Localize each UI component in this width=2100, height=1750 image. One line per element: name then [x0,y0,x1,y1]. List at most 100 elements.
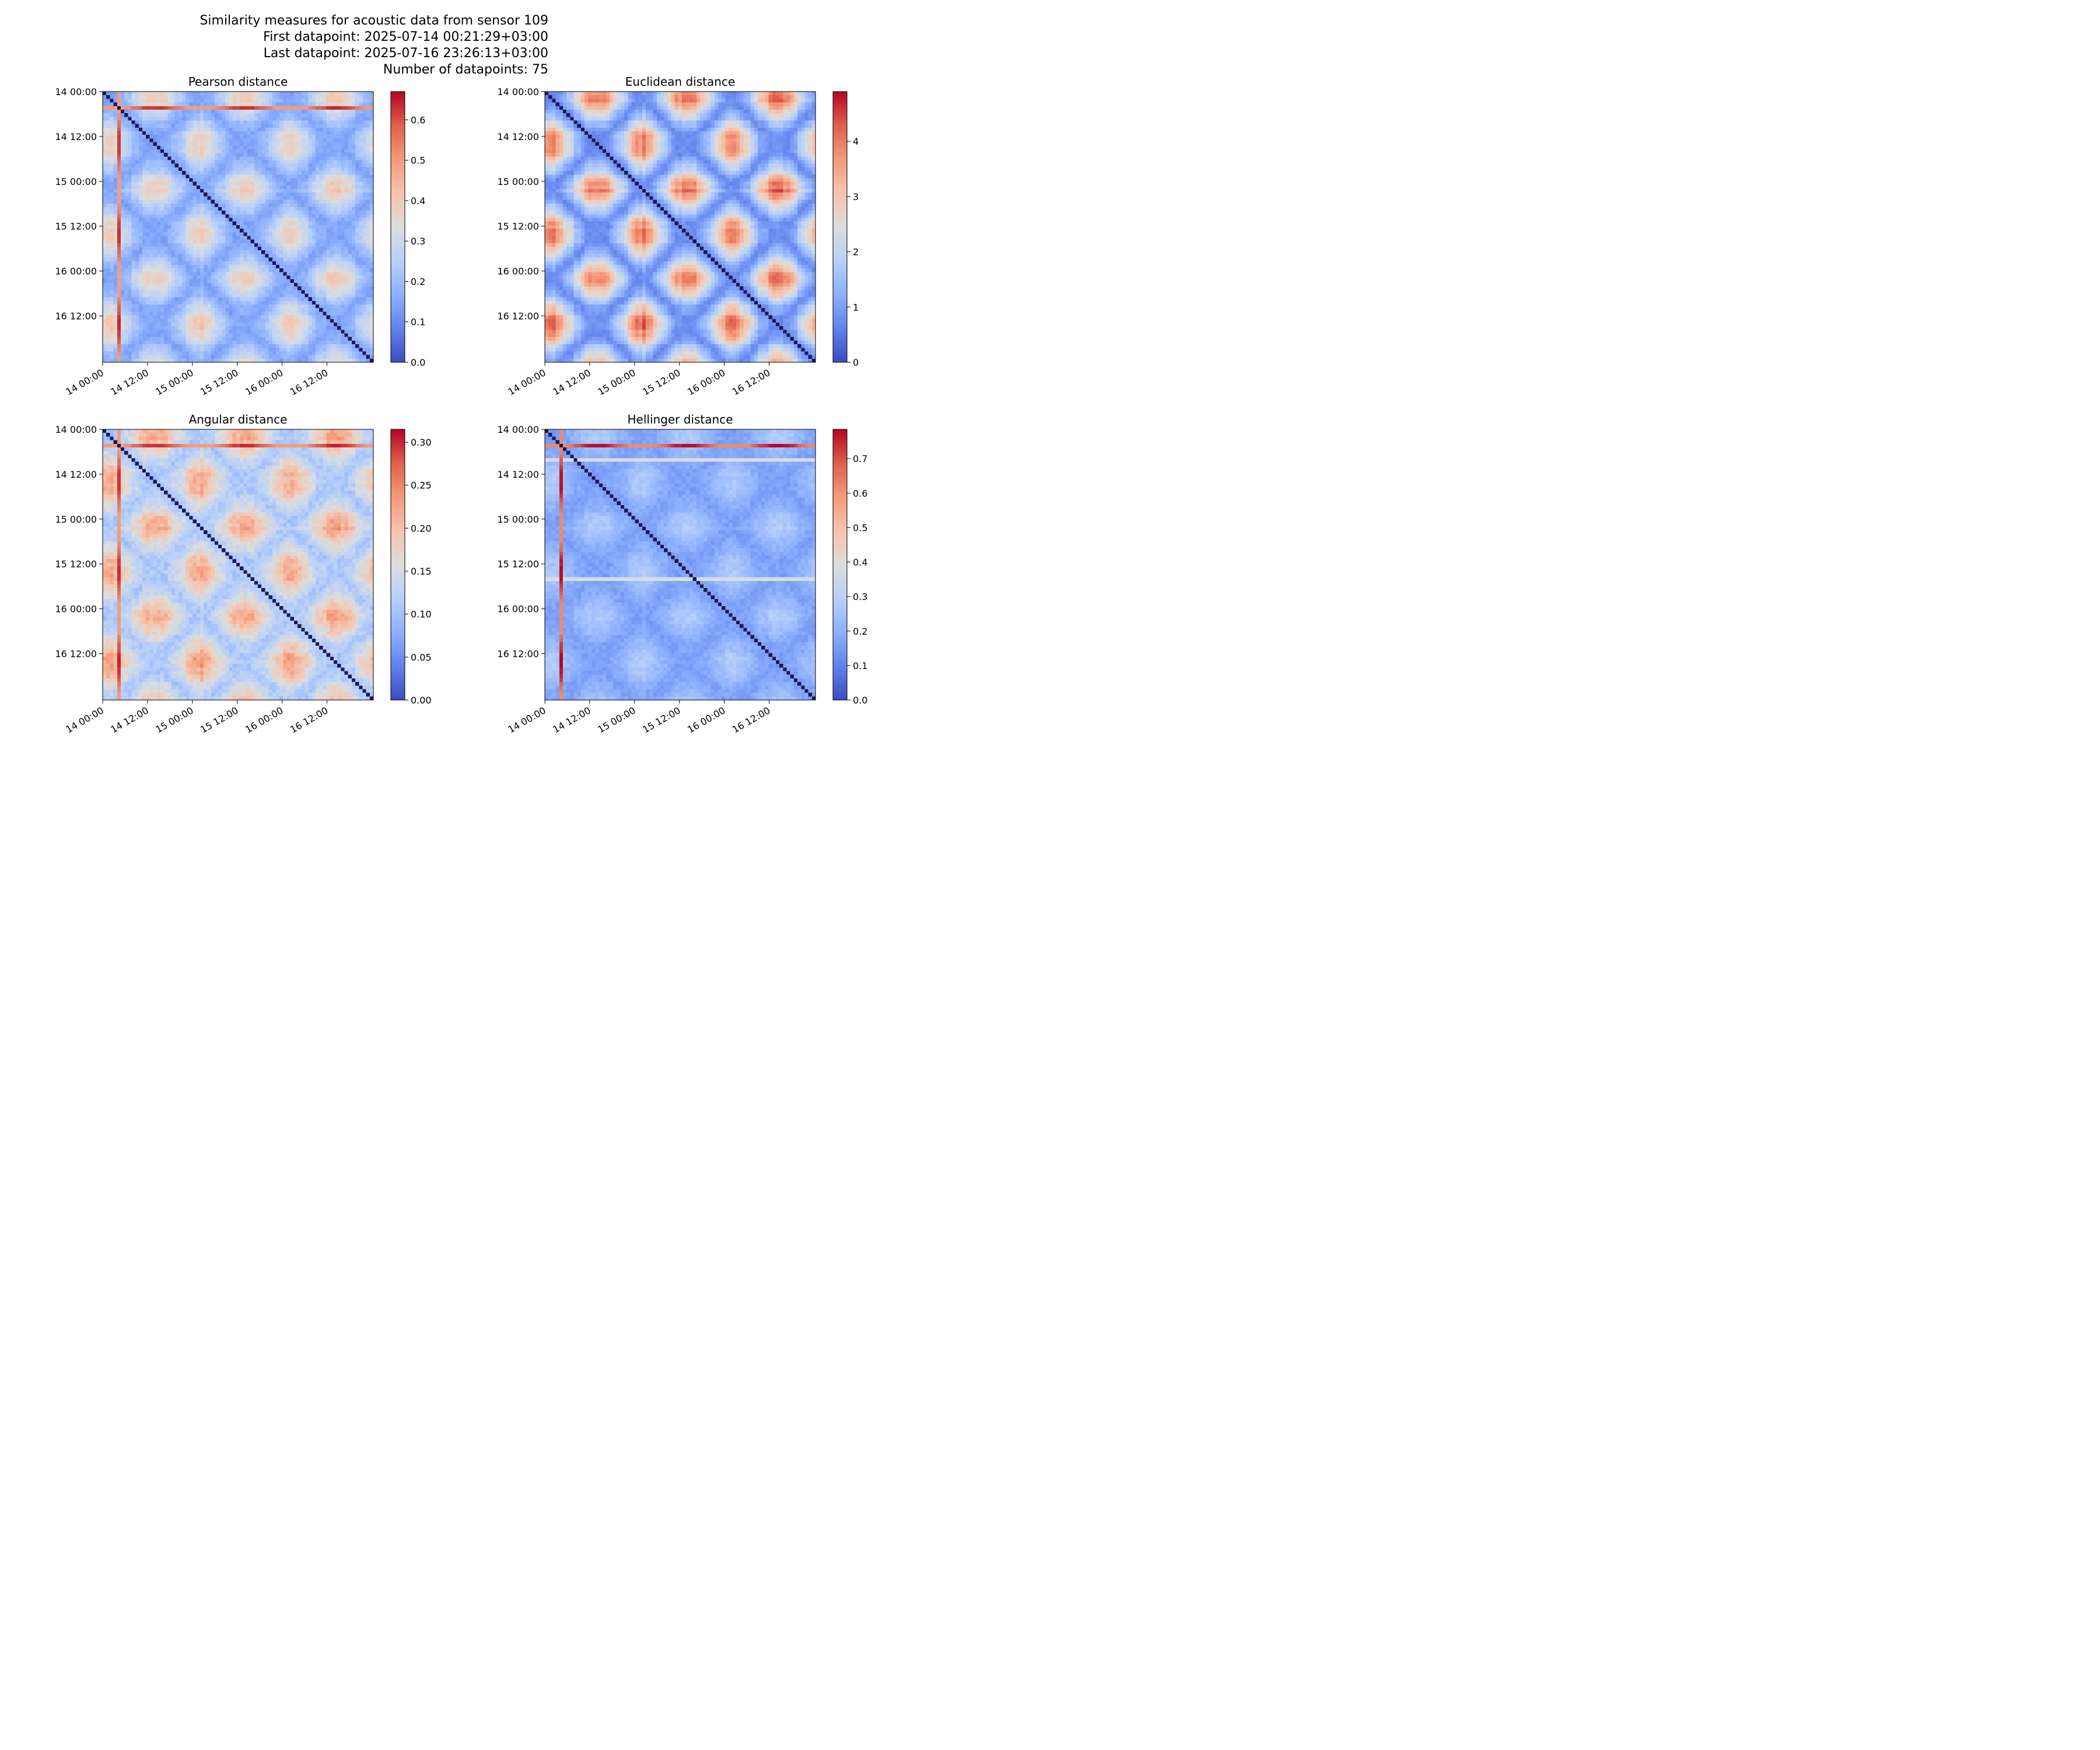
heatmap-cell [243,282,247,287]
heatmap-cell [261,290,265,294]
heatmap-cell [211,156,215,160]
heatmap-cell [103,192,107,197]
heatmap-cell [254,160,258,164]
heatmap-cell [254,99,258,103]
heatmap-cell [146,229,150,233]
heatmap-cell [117,257,121,262]
heatmap-cell [258,293,262,298]
heatmap-cell [366,99,370,103]
heatmap-cell [178,145,183,150]
heatmap-cell [131,142,136,146]
heatmap-cell [178,247,183,251]
heatmap-cell [189,206,194,211]
heatmap-cell [211,113,215,117]
heatmap-cell [279,167,284,172]
heatmap-cell [207,257,211,262]
heatmap-cell [265,218,269,222]
heatmap-cell [211,135,215,139]
heatmap-cell [265,214,269,218]
heatmap-cell [326,185,331,190]
heatmap-cell [290,124,295,128]
heatmap-cell [366,318,370,323]
heatmap-cell [236,330,240,334]
heatmap-cell [200,318,204,323]
heatmap-cell [164,185,168,190]
heatmap-cell [106,206,110,211]
heatmap-cell [207,138,211,143]
heatmap-cell [348,308,352,312]
heatmap-cell [200,275,204,280]
heatmap-cell [319,181,323,186]
heatmap-cell [142,156,146,160]
heatmap-cell [117,254,121,258]
heatmap-cell [113,257,118,262]
heatmap-cell [171,330,176,334]
heatmap-cell [156,264,161,269]
heatmap-cell [204,229,208,233]
heatmap-cell [214,225,219,229]
heatmap-cell [366,290,370,294]
heatmap-cell [218,149,222,153]
heatmap-cell [301,95,305,99]
heatmap-cell [236,171,240,175]
heatmap-cell [319,275,323,280]
heatmap-cell [333,221,338,226]
heatmap-cell [200,250,204,254]
heatmap-cell [369,99,374,103]
heatmap-cell [128,290,132,294]
heatmap-cell [204,109,208,114]
heatmap-cell [164,232,168,236]
heatmap-cell [131,178,136,183]
heatmap-cell [369,145,374,150]
heatmap-cell [250,250,255,254]
heatmap-cell [211,236,215,240]
heatmap-cell [204,261,208,265]
heatmap-cell [138,229,143,233]
heatmap-cell [182,124,186,128]
heatmap-cell [254,232,258,236]
heatmap-cell [196,318,201,323]
heatmap-cell [214,149,219,153]
heatmap-cell [103,181,107,186]
heatmap-cell [316,247,320,251]
heatmap-cell [240,264,244,269]
heatmap-cell [222,131,226,135]
heatmap-cell [153,149,158,153]
heatmap-cell [283,174,287,178]
heatmap-cell [247,250,251,254]
heatmap-cell [275,275,280,280]
heatmap-cell [308,221,313,226]
heatmap-cell [222,156,226,160]
heatmap-cell [182,254,186,258]
heatmap-cell [149,308,154,312]
heatmap-cell [146,109,150,114]
heatmap-cell [204,145,208,150]
heatmap-cell [218,113,222,117]
heatmap-cell [290,293,295,298]
heatmap-cell [319,117,323,121]
heatmap-cell [247,308,251,312]
heatmap-cell [304,308,309,312]
heatmap-cell [286,135,291,139]
heatmap-cell [359,178,363,183]
heatmap-cell [341,167,345,172]
heatmap-cell [196,127,201,132]
heatmap-cell [207,279,211,284]
heatmap-cell [366,214,370,218]
heatmap-cell [174,113,179,117]
heatmap-cell [293,189,298,193]
heatmap-cell [113,135,118,139]
heatmap-cell [250,131,255,135]
heatmap-cell [146,293,150,298]
heatmap-cell [312,102,316,107]
heatmap-cell [265,196,269,200]
heatmap-cell [120,102,125,107]
heatmap-cell [146,261,150,265]
heatmap-cell [222,196,226,200]
heatmap-cell [341,257,345,262]
heatmap-cell [268,95,273,99]
heatmap-cell [225,218,229,222]
heatmap-cell [171,308,176,312]
heatmap-cell [156,297,161,302]
suptitle-line-3: Last datapoint: 2025-07-16 23:26:13+03:0… [264,46,548,61]
